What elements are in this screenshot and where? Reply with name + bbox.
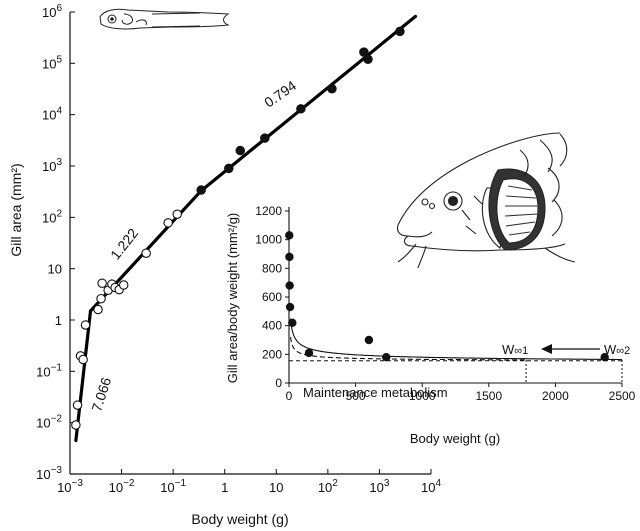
main-y-tick-label: 10−1 — [36, 362, 62, 379]
main-y-axis-label: Gill area (mm²) — [8, 163, 24, 256]
inset-data-point — [288, 318, 297, 327]
inset-y-tick-label: 800 — [262, 261, 282, 275]
open-data-point — [72, 400, 83, 410]
w-arrow — [541, 344, 600, 354]
fit-segment-3 — [199, 14, 418, 193]
inset-x-tick-label: 1000 — [409, 389, 436, 403]
w-infinity-1-label: W∞1 — [502, 342, 528, 357]
inset-x-tick-label: 500 — [346, 389, 366, 403]
main-y-tick-label: 104 — [42, 106, 62, 123]
main-y-tick-label: 105 — [42, 54, 62, 71]
inset-curve-dashed — [290, 337, 527, 361]
inset-axes — [288, 207, 622, 384]
filled-data-point — [363, 54, 373, 65]
main-y-tick-label: 106 — [42, 3, 62, 20]
inset-x-axis-label: Body weight (g) — [410, 431, 500, 446]
open-data-point — [163, 218, 173, 228]
filled-data-point — [235, 145, 245, 156]
main-x-tick-label: 10−2 — [109, 478, 135, 495]
maintenance-metabolism-label: Maintenance metabolism — [303, 385, 448, 400]
open-data-point — [141, 248, 151, 258]
inset-y-tick-label: 1200 — [255, 204, 282, 218]
inset-y-tick-label: 400 — [262, 319, 282, 333]
filled-data-point — [196, 185, 206, 195]
main-y-tick-label: 10−2 — [36, 414, 62, 431]
open-data-point — [80, 320, 91, 330]
main-x-tick-label: 103 — [369, 478, 389, 495]
main-x-tick-label: 104 — [421, 478, 441, 495]
inset-data-point — [600, 353, 609, 362]
inset-curve-solid — [290, 318, 622, 361]
svg-text:W∞1: W∞1 — [502, 342, 528, 357]
filled-data-point — [359, 47, 369, 57]
inset-data-point — [285, 231, 294, 240]
open-data-point — [96, 293, 106, 304]
open-data-point — [71, 420, 81, 430]
filled-data-point — [395, 26, 405, 37]
inset-y-axis-label: Gill area/body weight (mm²/g) — [225, 213, 240, 384]
inset-x-tick-label: 1500 — [475, 389, 502, 403]
slope-label-7066: 7.066 — [88, 375, 114, 413]
main-x-tick-label: 1 — [221, 480, 228, 495]
inset-y-tick-label: 1000 — [255, 233, 282, 247]
inset-data-point — [285, 281, 294, 290]
slope-label-0794: 0.794 — [261, 77, 299, 110]
open-data-point — [97, 278, 107, 288]
inset-data-point — [304, 348, 314, 358]
filled-data-point — [224, 163, 234, 174]
fit-segment-1 — [74, 309, 93, 443]
inset-data-point — [285, 252, 294, 262]
main-y-tick-label: 102 — [42, 208, 62, 225]
inset-x-tick-label: 2500 — [609, 389, 636, 403]
main-x-tick-label: 102 — [318, 478, 338, 495]
main-y-tick-label: 103 — [42, 157, 62, 174]
slope-label-1222: 1.222 — [107, 225, 141, 263]
main-y-tick-label: 1 — [55, 313, 62, 328]
inset-y-tick-label: 0 — [275, 376, 282, 390]
main-x-axis-label: Body weight (g) — [191, 511, 288, 527]
inset-data-point — [364, 335, 374, 345]
filled-data-point — [296, 104, 306, 114]
inset-data-point — [285, 302, 295, 312]
filled-data-point — [260, 133, 270, 143]
inset-x-tick-label: 2000 — [542, 389, 569, 403]
main-x-tick-label: 10−1 — [160, 478, 186, 495]
inset-data-point — [382, 353, 391, 362]
filled-data-point — [327, 83, 337, 94]
open-data-point — [78, 354, 88, 365]
main-y-tick-label: 10 — [48, 262, 62, 277]
main-x-tick-label: 10−3 — [57, 478, 83, 495]
svg-text:W∞2: W∞2 — [604, 342, 630, 357]
larval-fish-illustration — [99, 8, 230, 30]
open-data-point — [118, 280, 129, 290]
inset-y-tick-label: 200 — [262, 347, 282, 361]
inset-data-points — [285, 231, 609, 362]
open-data-point — [93, 304, 103, 315]
w-infinity-2-label: W∞2 — [604, 342, 630, 357]
inset-x-tick-label: 0 — [286, 389, 293, 403]
main-y-tick-label: 10−3 — [36, 465, 62, 482]
main-x-tick-label: 10 — [269, 480, 283, 495]
inset-lines — [289, 318, 623, 383]
main-data-points — [71, 26, 405, 430]
fish-head-illustration — [396, 132, 576, 269]
open-data-point — [172, 209, 182, 219]
inset-y-tick-label: 600 — [262, 290, 282, 304]
main-ticks: 10−3 10−2 10−1 1 10 102 103 104 10−3 10−2 10−1 1 10 1… — [36, 3, 441, 495]
main-axes — [69, 12, 431, 475]
inset-ticks: 0 500 1000 1500 2000 2500 0 200 400 600 800 1000 120… — [255, 204, 635, 403]
